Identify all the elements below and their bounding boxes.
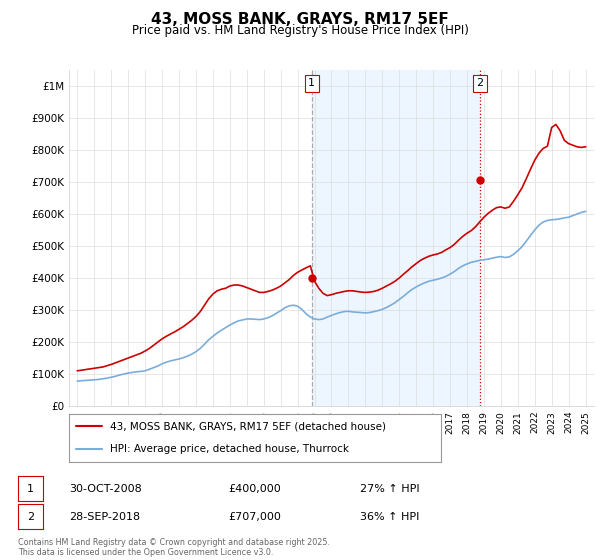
Bar — [311, 70, 479, 406]
Text: HPI: Average price, detached house, Thurrock: HPI: Average price, detached house, Thur… — [110, 444, 349, 454]
Text: 1: 1 — [27, 484, 34, 493]
Text: 2: 2 — [27, 512, 34, 521]
Text: 36% ↑ HPI: 36% ↑ HPI — [360, 512, 419, 521]
Text: 28-SEP-2018: 28-SEP-2018 — [69, 512, 140, 521]
Text: 2: 2 — [476, 78, 483, 88]
Text: £707,000: £707,000 — [228, 512, 281, 521]
Text: £400,000: £400,000 — [228, 484, 281, 493]
Text: 1: 1 — [308, 78, 315, 88]
Text: Contains HM Land Registry data © Crown copyright and database right 2025.
This d: Contains HM Land Registry data © Crown c… — [18, 538, 330, 557]
Text: Price paid vs. HM Land Registry's House Price Index (HPI): Price paid vs. HM Land Registry's House … — [131, 24, 469, 36]
Text: 43, MOSS BANK, GRAYS, RM17 5EF: 43, MOSS BANK, GRAYS, RM17 5EF — [151, 12, 449, 27]
Text: 30-OCT-2008: 30-OCT-2008 — [69, 484, 142, 493]
Text: 27% ↑ HPI: 27% ↑ HPI — [360, 484, 419, 493]
Text: 43, MOSS BANK, GRAYS, RM17 5EF (detached house): 43, MOSS BANK, GRAYS, RM17 5EF (detached… — [110, 421, 386, 431]
